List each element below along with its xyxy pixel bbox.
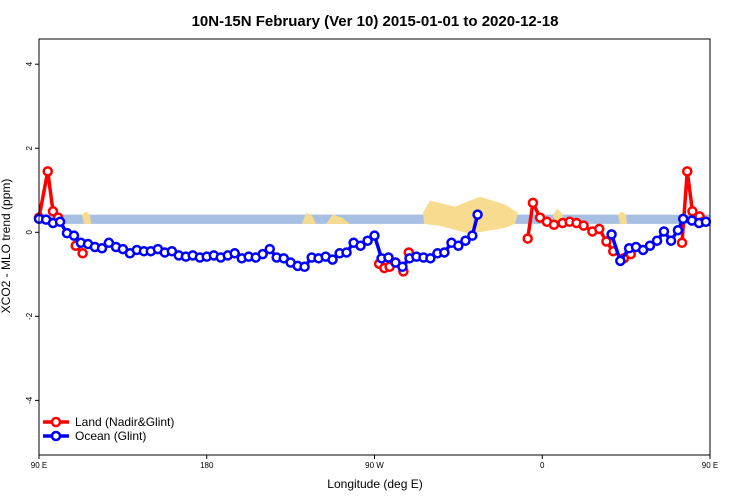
ocean-band xyxy=(39,214,710,224)
legend-swatch-marker xyxy=(50,430,62,442)
series-layer xyxy=(33,166,712,277)
data-point xyxy=(327,254,338,265)
data-point xyxy=(472,209,483,220)
data-point xyxy=(682,166,693,177)
data-point xyxy=(257,248,268,260)
series-ocean xyxy=(33,209,712,272)
x-tick-label: 180 xyxy=(200,461,214,470)
data-point xyxy=(383,252,394,263)
data-point xyxy=(453,240,464,251)
data-point xyxy=(578,220,589,231)
chart-title: 10N-15N February (Ver 10) 2015-01-01 to … xyxy=(192,13,559,30)
data-point xyxy=(42,166,54,177)
data-point xyxy=(522,233,533,244)
data-point xyxy=(362,235,373,246)
data-point xyxy=(68,230,80,241)
data-point xyxy=(229,248,240,259)
data-point xyxy=(665,235,677,246)
data-point xyxy=(527,197,539,209)
data-point xyxy=(548,219,560,230)
land-philippines xyxy=(82,211,91,224)
x-axis-label: Longitude (deg E) xyxy=(327,477,422,491)
data-point xyxy=(77,248,88,259)
data-point xyxy=(439,247,450,258)
data-point xyxy=(425,253,436,264)
data-point xyxy=(601,236,612,247)
y-tick-label: -4 xyxy=(25,396,34,404)
x-tick-label: 90 E xyxy=(31,461,47,470)
data-point xyxy=(355,240,366,251)
land-caribbean xyxy=(326,214,350,224)
data-point xyxy=(606,229,617,240)
data-point xyxy=(644,240,656,251)
data-point xyxy=(658,226,670,237)
y-tick-label: -2 xyxy=(25,312,34,320)
x-tick-label: 90 E xyxy=(702,461,718,470)
data-point xyxy=(467,230,478,241)
y-tick-label: 4 xyxy=(25,61,34,66)
x-tick-label: 0 xyxy=(540,461,545,470)
land-central-america xyxy=(302,212,316,224)
x-axis: 90 E 180 90 W 0 90 E xyxy=(31,455,718,470)
land-philippines-east xyxy=(618,211,627,224)
y-axis: -4 -2 0 2 4 xyxy=(25,61,39,404)
data-point xyxy=(687,206,698,217)
data-point xyxy=(397,261,408,272)
legend-label: Land (Nadir&Glint) xyxy=(75,415,174,429)
x-tick-label: 90 W xyxy=(365,461,384,470)
plot-background xyxy=(39,214,710,224)
data-point xyxy=(651,235,663,246)
land-africa xyxy=(423,196,518,234)
data-point xyxy=(676,237,688,249)
y-tick-label: 0 xyxy=(25,230,34,235)
data-point xyxy=(264,243,275,255)
y-axis-label: XCO2 - MLO trend (ppm) xyxy=(0,179,13,314)
data-point xyxy=(369,230,380,241)
legend-label: Ocean (Glint) xyxy=(75,429,146,443)
data-point xyxy=(677,213,689,225)
data-point xyxy=(615,255,626,267)
legend: Land (Nadir&Glint)Ocean (Glint) xyxy=(43,415,174,443)
data-point xyxy=(700,216,712,228)
data-point xyxy=(460,235,471,246)
data-point xyxy=(299,261,310,272)
land-shapes xyxy=(82,196,627,234)
legend-swatch-marker xyxy=(50,416,62,428)
data-point xyxy=(672,224,684,236)
data-point xyxy=(594,223,605,235)
data-point xyxy=(96,243,108,254)
y-tick-label: 2 xyxy=(25,145,34,150)
data-point xyxy=(47,206,59,217)
data-point xyxy=(54,216,66,228)
data-point xyxy=(341,247,352,258)
